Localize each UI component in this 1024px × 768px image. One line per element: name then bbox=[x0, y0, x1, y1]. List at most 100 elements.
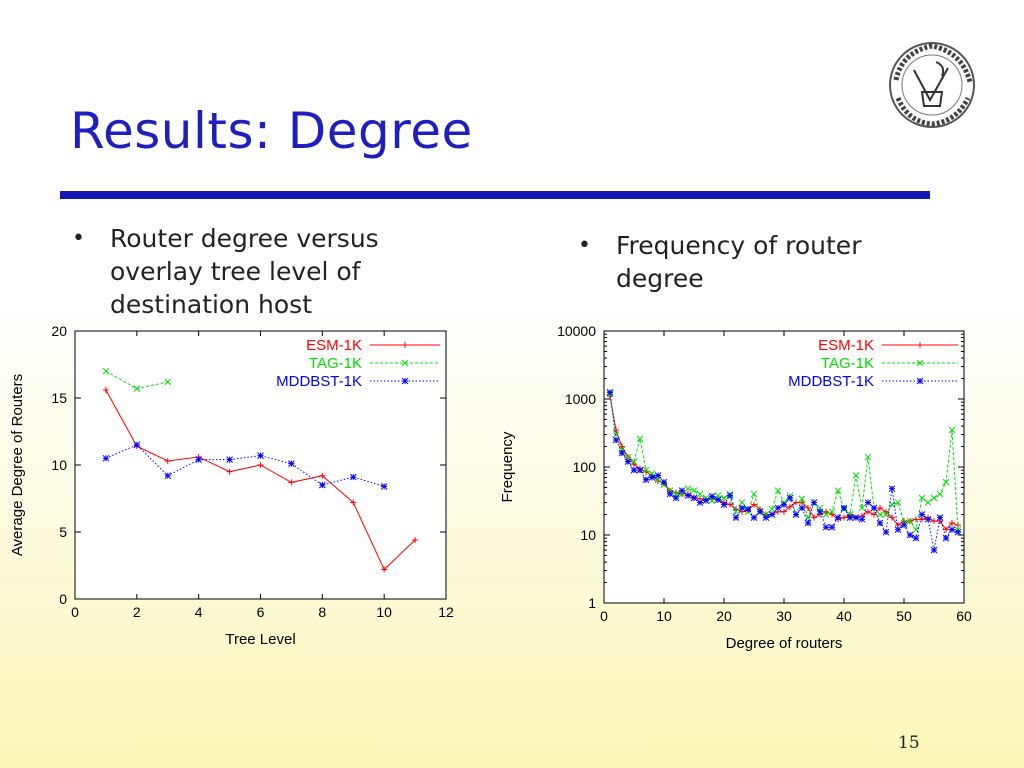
data-point bbox=[918, 494, 926, 502]
data-point bbox=[318, 481, 326, 489]
data-point bbox=[846, 514, 854, 521]
legend-label: MDDBST-1K bbox=[276, 373, 362, 390]
data-point bbox=[696, 490, 704, 498]
data-point bbox=[948, 426, 956, 434]
data-point bbox=[798, 495, 806, 503]
data-point bbox=[822, 511, 830, 518]
marker-stroke bbox=[756, 508, 764, 516]
data-point bbox=[636, 435, 644, 443]
data-point bbox=[916, 359, 924, 367]
data-point bbox=[877, 504, 883, 511]
marker-stroke bbox=[816, 508, 824, 516]
marker-stroke bbox=[924, 499, 932, 506]
marker-stroke bbox=[834, 487, 842, 494]
data-point bbox=[257, 452, 264, 459]
marker-stroke bbox=[852, 472, 860, 479]
data-point bbox=[828, 508, 836, 516]
marker-stroke bbox=[720, 501, 728, 508]
marker-stroke bbox=[720, 494, 728, 502]
data-point bbox=[606, 389, 614, 396]
data-point bbox=[846, 511, 854, 518]
data-point bbox=[684, 492, 692, 499]
data-point bbox=[811, 514, 817, 521]
marker-stroke bbox=[762, 511, 770, 518]
data-point bbox=[900, 521, 908, 529]
data-point bbox=[636, 466, 644, 474]
bullet-item: • Router degree versus overlay tree leve… bbox=[72, 222, 452, 321]
degree-frequency-chart: 0 10 20 30 40 50 60 1 10 100 1000 10000 Degree of ro… bbox=[499, 323, 972, 652]
data-point bbox=[226, 468, 233, 475]
data-point bbox=[942, 534, 950, 542]
bullet-glyph: • bbox=[72, 226, 85, 251]
data-point bbox=[774, 487, 782, 494]
marker-stroke bbox=[828, 523, 836, 531]
data-point bbox=[381, 566, 388, 573]
marker-stroke bbox=[840, 504, 848, 512]
marker-stroke bbox=[906, 517, 914, 525]
data-point bbox=[798, 504, 806, 512]
marker-stroke bbox=[696, 490, 704, 498]
data-point bbox=[702, 497, 710, 505]
marker-stroke bbox=[858, 515, 866, 523]
data-point bbox=[738, 499, 746, 506]
marker-stroke bbox=[133, 385, 141, 392]
bullet-list-left: • Router degree versus overlay tree leve… bbox=[72, 222, 452, 321]
data-point bbox=[949, 520, 955, 527]
data-point bbox=[164, 457, 171, 464]
data-point bbox=[871, 511, 877, 518]
y-tick-label: 0 bbox=[59, 591, 67, 607]
data-point bbox=[720, 501, 728, 508]
marker-stroke bbox=[858, 504, 866, 512]
data-point bbox=[102, 454, 110, 462]
data-point bbox=[852, 514, 860, 521]
marker-stroke bbox=[912, 526, 920, 533]
data-point bbox=[612, 431, 620, 438]
data-point bbox=[918, 511, 926, 518]
data-point bbox=[948, 526, 956, 533]
data-point bbox=[954, 528, 962, 536]
marker-stroke bbox=[630, 458, 638, 465]
legend-entry: ESM-1K bbox=[818, 337, 958, 354]
legend-entry: MDDBST-1K bbox=[788, 373, 958, 390]
x-tick-label: 0 bbox=[600, 608, 608, 624]
bullet-item: • Frequency of router degree bbox=[578, 229, 938, 295]
data-point bbox=[660, 478, 668, 486]
marker-stroke bbox=[726, 492, 734, 499]
data-point bbox=[793, 499, 799, 506]
data-point bbox=[630, 466, 638, 474]
marker-stroke bbox=[912, 534, 920, 542]
marker-stroke bbox=[768, 505, 776, 513]
data-point bbox=[917, 342, 923, 348]
data-point bbox=[666, 490, 674, 498]
marker-stroke bbox=[690, 494, 698, 502]
x-tick-label: 2 bbox=[133, 604, 141, 620]
marker-stroke bbox=[678, 487, 686, 494]
marker-stroke bbox=[624, 458, 632, 465]
data-point bbox=[708, 493, 716, 500]
data-point bbox=[750, 490, 758, 498]
data-point bbox=[732, 514, 740, 521]
marker-stroke bbox=[804, 514, 812, 521]
y-tick-label: 20 bbox=[51, 323, 67, 339]
data-point bbox=[829, 511, 835, 518]
marker-stroke bbox=[164, 472, 172, 480]
marker-stroke bbox=[618, 449, 626, 457]
marker-stroke bbox=[930, 546, 938, 554]
legend-label: ESM-1K bbox=[818, 337, 874, 354]
data-point bbox=[380, 483, 388, 490]
data-point bbox=[720, 494, 728, 502]
data-point bbox=[690, 494, 698, 502]
data-point bbox=[624, 458, 632, 465]
data-point bbox=[612, 436, 620, 444]
data-point bbox=[822, 523, 830, 531]
bullet-glyph: • bbox=[578, 233, 591, 258]
marker-stroke bbox=[786, 494, 794, 502]
marker-stroke bbox=[894, 526, 902, 533]
bullet-text: Router degree versus overlay tree level … bbox=[110, 224, 379, 319]
marker-stroke bbox=[401, 377, 409, 385]
data-point bbox=[888, 485, 896, 493]
bullet-text: Frequency of router degree bbox=[616, 231, 862, 293]
data-point bbox=[164, 378, 172, 386]
marker-stroke bbox=[906, 531, 914, 539]
data-point bbox=[727, 501, 733, 508]
